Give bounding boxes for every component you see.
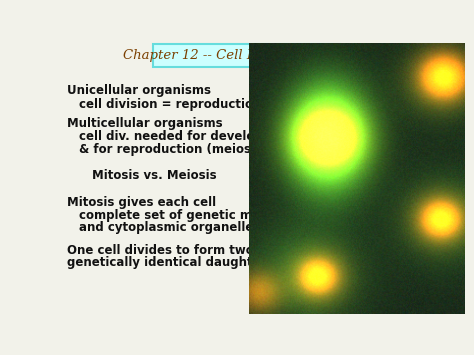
Text: genetically identical daughter cells: genetically identical daughter cells <box>66 256 300 269</box>
Text: Unicellular organisms: Unicellular organisms <box>66 84 210 97</box>
Text: Mitosis gives each cell: Mitosis gives each cell <box>66 196 216 209</box>
Text: chromosomes: chromosomes <box>273 65 356 78</box>
Text: Multicellular organisms: Multicellular organisms <box>66 117 222 130</box>
Text: One cell divides to form two: One cell divides to form two <box>66 244 253 257</box>
Text: cell div. needed for development: cell div. needed for development <box>80 130 297 143</box>
Text: & for reproduction (meiosis): & for reproduction (meiosis) <box>80 143 268 156</box>
Text: Nucleolus & Nucleus: Nucleolus & Nucleus <box>259 297 400 310</box>
Text: and cytoplasmic organelles: and cytoplasmic organelles <box>80 222 261 234</box>
Text: cell division = reproduction: cell division = reproduction <box>80 98 262 111</box>
Text: Mitosis vs. Meiosis: Mitosis vs. Meiosis <box>92 169 217 182</box>
Text: complete set of genetic material: complete set of genetic material <box>80 209 296 222</box>
FancyBboxPatch shape <box>153 44 340 67</box>
Text: Chapter 12 -- Cell Division & Mitosis: Chapter 12 -- Cell Division & Mitosis <box>123 49 370 62</box>
